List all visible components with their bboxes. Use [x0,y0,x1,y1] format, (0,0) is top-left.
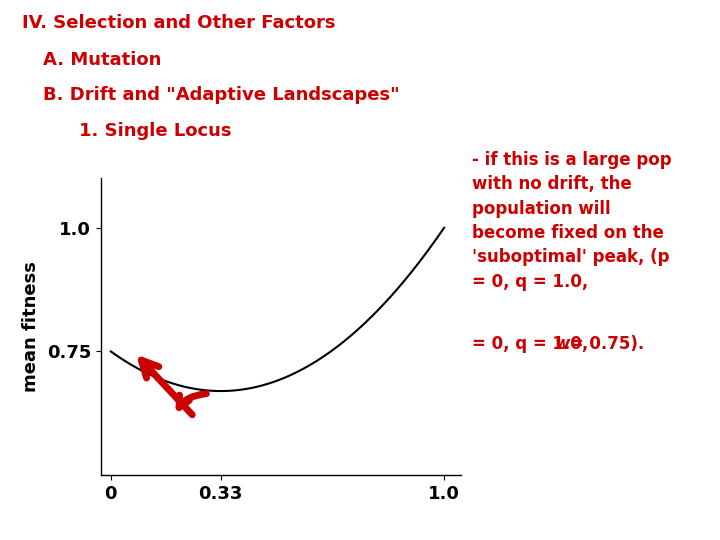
Text: IV. Selection and Other Factors: IV. Selection and Other Factors [22,14,335,31]
Text: A. Mutation: A. Mutation [43,51,161,69]
Text: B. Drift and "Adaptive Landscapes": B. Drift and "Adaptive Landscapes" [43,86,400,104]
Y-axis label: mean fitness: mean fitness [22,261,40,392]
Text: 1. Single Locus: 1. Single Locus [79,122,232,139]
Text: w: w [554,335,570,353]
Text: = 0, q = 1.0,: = 0, q = 1.0, [472,335,593,353]
Text: - if this is a large pop
with no drift, the
population will
become fixed on the
: - if this is a large pop with no drift, … [472,151,671,291]
Text: = 0.75).: = 0.75). [564,335,644,353]
